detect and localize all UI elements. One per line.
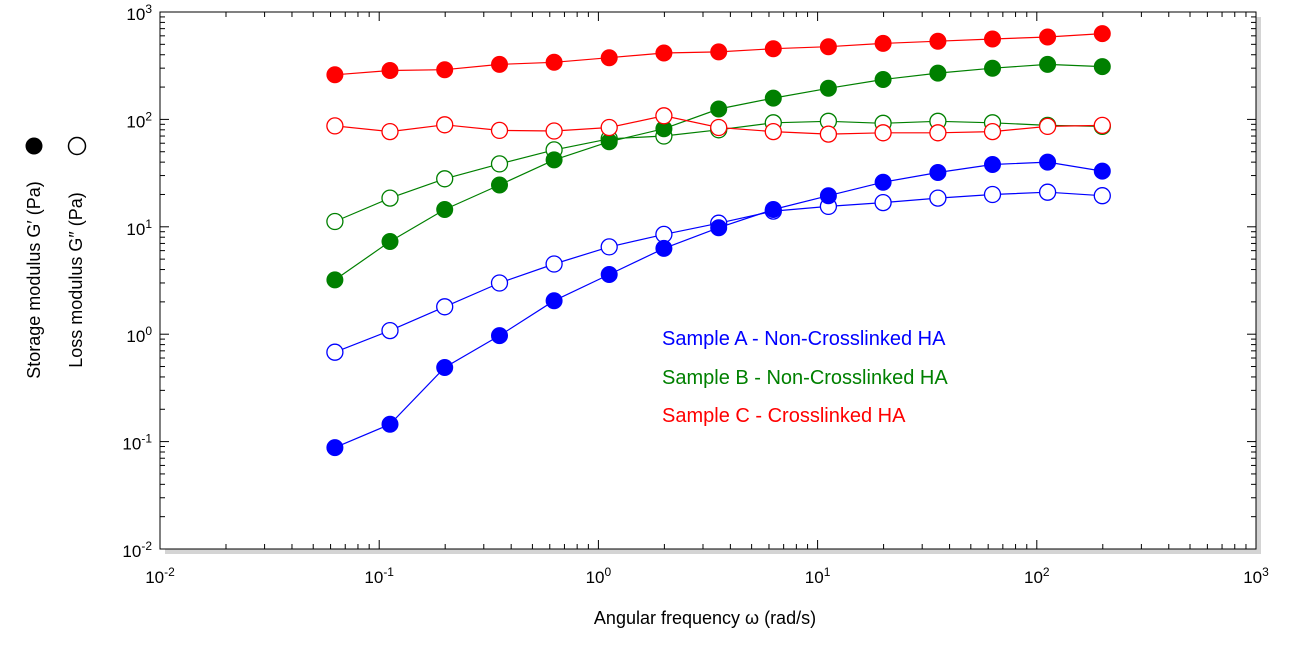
y-tick-label: 102 <box>126 109 152 131</box>
sample-a-storage-point <box>819 187 837 205</box>
y-axis-title-loss: Loss modulus G″ (Pa) <box>66 192 86 367</box>
y-tick-label: 103 <box>126 2 152 24</box>
sample-a-loss-point <box>874 193 892 212</box>
sample-c-loss-point <box>710 118 728 137</box>
sample-b-storage-point <box>381 233 399 250</box>
y-axis-title-storage: Storage modulus G′ (Pa) <box>24 181 44 378</box>
sample-a-loss-point <box>983 185 1002 204</box>
sample-c-storage-point <box>545 53 563 71</box>
sample-a-storage-point <box>600 266 618 283</box>
sample-c-storage-point <box>764 40 782 58</box>
sample-a-loss-point <box>490 274 509 292</box>
loss-marker-icon <box>67 136 87 156</box>
y-tick-label: 101 <box>126 217 152 239</box>
sample-a-storage-point <box>491 327 508 345</box>
legend-entry-sample-a: Sample A - Non-Crosslinked HA <box>662 328 946 350</box>
sample-c-loss-point <box>1038 117 1057 136</box>
sample-b-storage-point <box>491 176 508 194</box>
sample-b-storage-point <box>326 271 344 289</box>
sample-b-loss-point <box>436 170 454 188</box>
sample-b-storage-point <box>710 100 728 118</box>
sample-a-storage-point <box>381 415 399 433</box>
sample-c-storage-point <box>984 30 1001 48</box>
sample-b-storage-point <box>1093 58 1111 76</box>
x-axis-title: Angular frequency ω (rad/s) <box>594 608 816 628</box>
sample-c-loss-point <box>764 122 782 141</box>
storage-marker-icon <box>25 137 43 155</box>
sample-b-storage-point <box>819 79 837 97</box>
sample-a-storage-point <box>1039 153 1057 171</box>
sample-b-loss-point <box>381 189 399 207</box>
sample-b-storage-point <box>929 64 947 82</box>
sample-b-storage-point <box>436 201 454 218</box>
sample-b-loss-point <box>490 155 509 173</box>
sample-a-storage-point <box>1093 162 1111 180</box>
y-tick-label: 10-1 <box>122 432 152 454</box>
legend: Sample A - Non-Crosslinked HA Sample B -… <box>662 328 948 427</box>
sample-c-storage-point <box>600 49 618 67</box>
sample-a-loss-point <box>1038 183 1057 201</box>
legend-entry-sample-b: Sample B - Non-Crosslinked HA <box>662 367 948 389</box>
sample-b-storage-point <box>1039 55 1057 73</box>
sample-a-loss-point <box>600 238 618 256</box>
sample-a-loss-point <box>436 298 454 316</box>
sample-c-storage-point <box>710 43 728 61</box>
sample-a-loss-point <box>381 321 399 340</box>
plot-area <box>159 11 1257 550</box>
y-tick-label: 100 <box>126 324 152 346</box>
sample-c-loss-point <box>490 121 509 140</box>
legend-entry-sample-c: Sample C - Crosslinked HA <box>662 405 906 427</box>
sample-c-loss-point <box>929 124 947 142</box>
sample-b-storage-point <box>984 59 1001 77</box>
sample-c-storage-point <box>1039 28 1057 46</box>
axes-layer: 10-2 10-1 100 101 102 103 10-2 10-1 100 101 102 103 <box>122 2 1269 587</box>
sample-a-loss-point <box>929 189 947 207</box>
sample-c-storage-point <box>1093 25 1111 43</box>
points-layer <box>326 25 1111 457</box>
sample-c-loss-point <box>655 107 673 125</box>
sample-a-loss-point <box>1093 187 1111 205</box>
sample-b-loss-point <box>326 212 344 231</box>
sample-c-loss-point <box>436 116 454 134</box>
sample-a-storage-point <box>984 156 1001 173</box>
x-tick-label: 101 <box>805 565 831 587</box>
sample-a-loss-point <box>545 255 563 273</box>
sample-a-storage-point <box>655 239 673 257</box>
sample-c-storage-point <box>491 55 508 73</box>
sample-c-loss-point <box>983 122 1002 141</box>
sample-c-loss-point <box>600 118 618 137</box>
sample-a-storage-point <box>545 292 563 310</box>
x-tick-label: 10-2 <box>145 565 175 587</box>
sample-c-loss-point <box>381 122 399 141</box>
sample-a-storage-point <box>929 164 947 181</box>
sample-b-storage-point <box>545 151 563 169</box>
sample-b-storage-point <box>764 89 782 107</box>
x-tick-label: 102 <box>1024 565 1050 587</box>
sample-a-storage-point <box>710 219 728 237</box>
y-tick-label: 10-2 <box>122 539 152 561</box>
x-tick-label: 100 <box>586 565 612 587</box>
x-tick-label: 103 <box>1243 565 1269 587</box>
sample-a-storage-point <box>764 201 782 218</box>
sample-a-storage-point <box>326 439 344 457</box>
sample-c-loss-point <box>326 117 344 135</box>
sample-c-loss-point <box>819 125 838 143</box>
sample-c-storage-point <box>819 38 837 56</box>
sample-c-loss-point <box>545 122 563 140</box>
sample-c-storage-point <box>655 44 673 62</box>
sample-c-storage-point <box>929 32 947 50</box>
sample-c-loss-point <box>874 124 892 142</box>
sample-a-loss-point <box>326 343 344 361</box>
sample-c-storage-point <box>874 34 892 52</box>
x-tick-label: 10-1 <box>364 565 394 587</box>
sample-a-storage-point <box>436 359 454 376</box>
sample-c-storage-point <box>326 66 344 84</box>
sample-c-loss-point <box>1093 116 1111 135</box>
sample-c-storage-point <box>436 61 454 79</box>
sample-c-storage-point <box>381 62 399 79</box>
sample-b-storage-point <box>874 71 892 88</box>
sample-a-storage-point <box>874 173 892 191</box>
